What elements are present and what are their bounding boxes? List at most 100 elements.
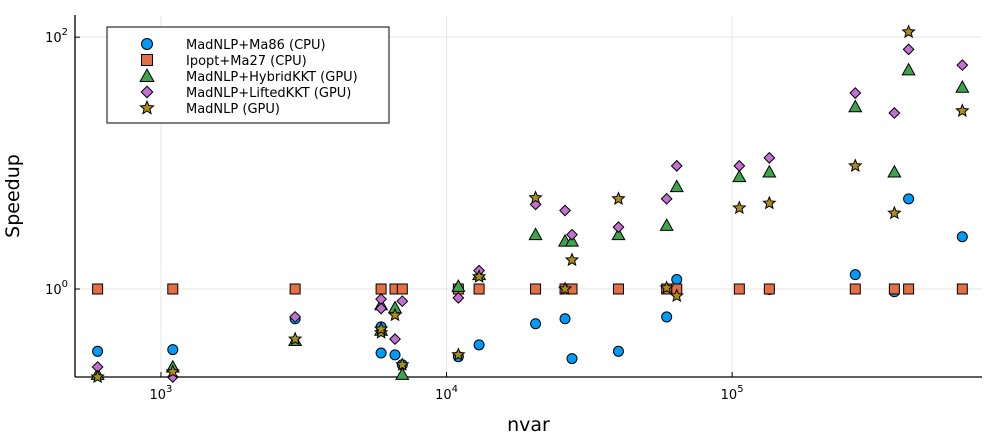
data-point-madnlp-hybridkkt-gpu [848,99,863,113]
data-point-madnlp-liftedkkt-gpu [396,295,409,308]
x-tick-label: 105 [721,384,744,403]
axes [74,15,982,378]
data-point-madnlp-ma86-cpu [612,345,624,357]
data-point-madnlp-gpu [90,369,105,384]
data-point-madnlp-liftedkkt-gpu [289,310,302,323]
data-point-madnlp-liftedkkt-gpu [389,333,401,346]
data-point-madnlp-gpu [762,195,777,210]
data-point-madnlp-liftedkkt-gpu [452,291,465,304]
data-point-madnlp-liftedkkt-gpu [956,59,969,72]
data-point-madnlp-gpu [387,307,403,322]
data-point-madnlp-gpu [165,364,180,378]
data-point-madnlp-liftedkkt-gpu [670,159,683,172]
x-axis-label: nvar [507,414,550,436]
data-point-ipopt-ma27-cpu [733,283,745,295]
data-point-madnlp-gpu [732,200,747,215]
legend-label: Ipopt+Ma27 (CPU) [186,54,307,69]
legend-marker-madnlp-gpu [139,99,155,115]
data-point-madnlp-liftedkkt-gpu [559,204,571,217]
data-point-madnlp-hybridkkt-gpu [528,227,543,241]
data-point-madnlp-liftedkkt-gpu [566,228,578,241]
data-point-ipopt-ma27-cpu [473,283,485,295]
data-point-madnlp-gpu [887,205,902,220]
data-point-madnlp-ma86-cpu [473,339,485,351]
data-point-ipopt-ma27-cpu [888,283,900,295]
x-tick-label: 104 [435,384,458,403]
data-point-madnlp-hybridkkt-gpu [395,367,410,380]
data-point-ipopt-ma27-cpu [289,283,301,295]
legend-box [106,26,390,124]
tick-labels: 103 104 105 100 102 [45,27,743,403]
data-point-madnlp-gpu [557,281,573,296]
data-point-madnlp-liftedkkt-gpu [902,43,915,56]
data-point-madnlp-ma86-cpu [849,269,861,281]
data-point-ipopt-ma27-cpu [763,283,775,295]
y-tick-label: 102 [45,27,68,46]
data-point-madnlp-gpu [471,269,487,283]
legend-item: MadNLP+HybridKKT (GPU) [139,68,358,85]
data-point-madnlp-gpu [564,252,580,267]
data-point-madnlp-gpu [901,24,916,39]
data-point-madnlp-gpu [611,191,626,205]
data-point-madnlp-hybridkkt-gpu [955,79,970,93]
legend-marker-madnlp-hybridkkt-gpu [139,68,155,82]
data-point-ipopt-ma27-cpu [612,283,624,295]
data-point-madnlp-liftedkkt-gpu [375,302,388,315]
data-point-madnlp-ma86-cpu [566,353,578,365]
legend-label: MadNLP+HybridKKT (GPU) [186,70,358,85]
data-point-madnlp-gpu [451,347,466,361]
data-point-madnlp-gpu [373,321,389,336]
data-point-madnlp-liftedkkt-gpu [763,151,776,164]
data-point-madnlp-hybridkkt-gpu [887,164,902,178]
legend-item: MadNLP (GPU) [139,99,280,117]
series-madnlp-ma86-cpu [92,193,968,371]
data-point-madnlp-gpu [659,280,674,295]
data-point-madnlp-ma86-cpu [559,313,571,325]
data-point-ipopt-ma27-cpu [956,283,968,295]
legend-item: MadNLP+LiftedKKT (GPU) [140,85,351,101]
legend-item: MadNLP+Ma86 (CPU) [141,38,326,53]
x-tick-label: 103 [150,384,173,403]
legend: MadNLP+Ma86 (CPU)Ipopt+Ma27 (CPU)MadNLP+… [106,26,390,124]
data-point-madnlp-liftedkkt-gpu [612,221,625,234]
data-points [90,24,970,384]
data-point-ipopt-ma27-cpu [396,283,408,295]
data-point-madnlp-ma86-cpu [167,344,179,356]
data-point-madnlp-hybridkkt-gpu [669,179,684,193]
y-axis-label: Speedup [2,154,24,238]
data-point-madnlp-hybridkkt-gpu [611,227,626,241]
legend-marker-madnlp-liftedkkt-gpu [140,85,154,99]
data-point-madnlp-ma86-cpu [671,273,683,285]
data-point-madnlp-ma86-cpu [903,193,915,205]
data-point-ipopt-ma27-cpu [849,283,861,295]
data-point-ipopt-ma27-cpu [903,283,915,295]
data-point-madnlp-gpu [669,288,684,303]
data-point-madnlp-ma86-cpu [661,311,673,323]
data-point-madnlp-hybridkkt-gpu [451,279,466,292]
data-point-madnlp-hybridkkt-gpu [901,62,916,76]
legend-label: MadNLP (GPU) [186,102,280,117]
data-point-ipopt-ma27-cpu [167,283,179,295]
legend-item: Ipopt+Ma27 (CPU) [141,54,307,69]
data-point-madnlp-ma86-cpu [389,349,401,361]
data-point-madnlp-hybridkkt-gpu [732,169,747,183]
data-point-madnlp-ma86-cpu [92,345,104,357]
data-point-madnlp-liftedkkt-gpu [849,87,862,99]
data-point-madnlp-gpu [955,103,970,117]
data-point-madnlp-gpu [848,158,863,172]
data-point-ipopt-ma27-cpu [530,283,542,295]
data-point-madnlp-liftedkkt-gpu [660,192,673,205]
data-point-madnlp-hybridkkt-gpu [762,164,777,178]
data-point-madnlp-gpu [528,190,543,204]
data-point-madnlp-ma86-cpu [375,347,387,359]
data-point-madnlp-liftedkkt-gpu [888,107,901,119]
legend-marker-madnlp-ma86-cpu [141,38,153,50]
legend-label: MadNLP+Ma86 (CPU) [186,38,326,53]
series-madnlp-gpu [90,24,970,384]
data-point-madnlp-ma86-cpu [530,318,542,330]
data-point-madnlp-hybridkkt-gpu [659,218,674,231]
legend-marker-ipopt-ma27-cpu [141,54,153,66]
data-point-madnlp-liftedkkt-gpu [733,159,746,172]
data-point-ipopt-ma27-cpu [375,283,387,295]
